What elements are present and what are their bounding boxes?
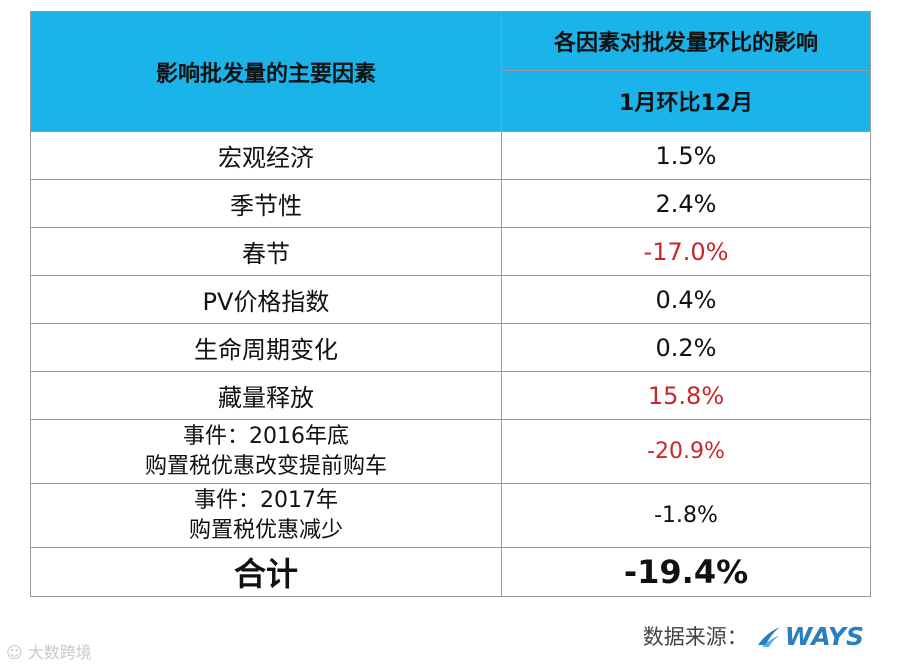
table-row: 春节 -17.0% (30, 227, 871, 276)
factor-cell: 季节性 (30, 179, 502, 228)
table-row: 事件：2017年 购置税优惠减少 -1.8% (30, 483, 871, 548)
total-value: -19.4% (501, 547, 871, 597)
ways-logo-icon (757, 627, 780, 647)
source-label: 数据来源： (642, 625, 748, 649)
table-row: 事件：2016年底 购置税优惠改变提前购车 -20.9% (30, 419, 871, 484)
value-cell: -17.0% (501, 227, 871, 276)
table-row: 生命周期变化 0.2% (30, 323, 871, 372)
table-row: 宏观经济 1.5% (30, 131, 871, 180)
table-row: PV价格指数 0.4% (30, 275, 871, 324)
factor-cell: PV价格指数 (30, 275, 502, 324)
table-row: 藏量释放 15.8% (30, 371, 871, 420)
factor-table: 影响批发量的主要因素 各因素对批发量环比的影响 1月环比12月 宏观经济 1.5… (30, 11, 871, 597)
total-row: 合计 -19.4% (30, 547, 871, 597)
factor-cell: 事件：2016年底 购置税优惠改变提前购车 (30, 419, 502, 484)
ways-logo: WAYS (756, 622, 864, 651)
factor-cell: 生命周期变化 (30, 323, 502, 372)
watermark-text: 大数跨境 (27, 643, 92, 662)
factor-cell: 事件：2017年 购置税优惠减少 (30, 483, 502, 548)
factor-cell: 春节 (30, 227, 502, 276)
watermark: ☺ 大数跨境 (6, 639, 92, 663)
value-cell: -1.8% (501, 483, 871, 548)
value-cell: 0.4% (501, 275, 871, 324)
factor-cell: 藏量释放 (30, 371, 502, 420)
watermark-icon: ☺ (6, 643, 23, 662)
source-footer: 数据来源： WAYS (643, 621, 864, 651)
total-label: 合计 (30, 547, 502, 597)
value-cell: 1.5% (501, 131, 871, 180)
header-impact: 各因素对批发量环比的影响 (501, 11, 871, 71)
header-factor: 影响批发量的主要因素 (30, 11, 502, 132)
value-cell: -20.9% (501, 419, 871, 484)
factor-line: 事件：2017年 (194, 487, 338, 513)
table-row: 季节性 2.4% (30, 179, 871, 228)
factor-line: 购置税优惠改变提前购车 (144, 453, 387, 479)
ways-logo-text: WAYS (784, 621, 864, 651)
factor-line: 事件：2016年底 (183, 423, 349, 449)
factor-line: 购置税优惠减少 (188, 517, 343, 543)
header-period: 1月环比12月 (501, 70, 871, 132)
factor-cell: 宏观经济 (30, 131, 502, 180)
value-cell: 15.8% (501, 371, 871, 420)
value-cell: 0.2% (501, 323, 871, 372)
value-cell: 2.4% (501, 179, 871, 228)
